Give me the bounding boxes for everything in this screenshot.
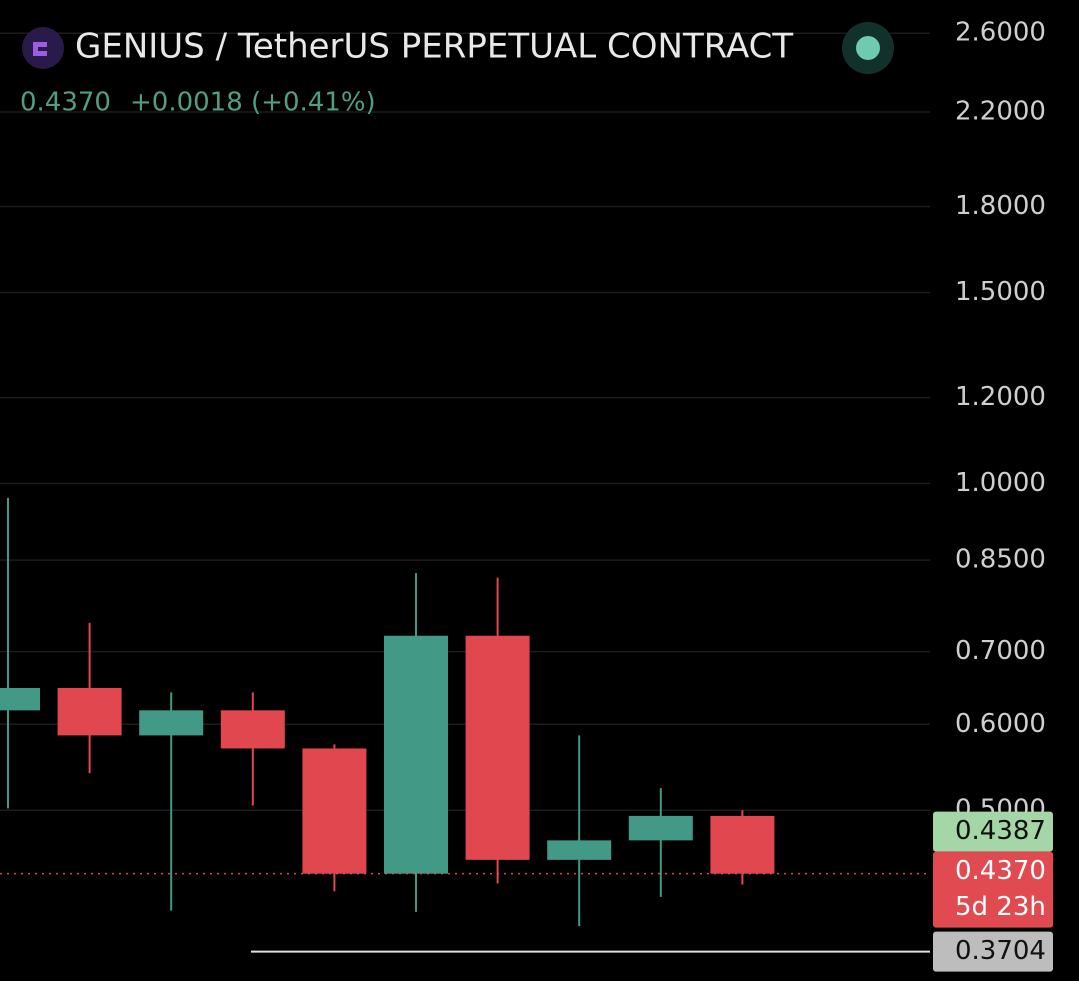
- symbol-icon: [22, 27, 64, 69]
- candle-body: [0, 688, 40, 711]
- candle-body: [384, 635, 448, 874]
- price-badge: [933, 811, 1053, 852]
- y-tick-label: 1.5000: [955, 277, 1046, 307]
- price-badge: [933, 851, 1053, 928]
- y-tick-label: 0.6000: [955, 709, 1046, 739]
- candle-body: [302, 748, 367, 874]
- chart-title: GENIUS / TetherUS PERPETUAL CONTRACT: [75, 27, 793, 67]
- price-change: +0.0018 (+0.41%): [130, 88, 376, 118]
- price-badge-label: 0.3704: [955, 936, 1046, 966]
- y-tick-label: 2.6000: [955, 18, 1046, 48]
- candle-body: [628, 815, 693, 841]
- price-badge-label: 0.4370: [955, 856, 1046, 886]
- y-tick-label: 0.7000: [955, 636, 1046, 666]
- price-badge: [933, 931, 1053, 972]
- price-badges: 0.4387 0.4370 5d 23h 0.3704: [933, 811, 1053, 972]
- candle-body: [465, 635, 530, 860]
- last-price: 0.4370: [20, 88, 111, 118]
- y-tick-label: 2.2000: [955, 96, 1046, 126]
- y-tick-label: 1.2000: [955, 382, 1046, 412]
- price-badge-label: 0.4387: [955, 816, 1046, 846]
- candle-body: [710, 815, 775, 874]
- symbol-icon-glyph: [33, 42, 47, 56]
- y-tick-label: 1.0000: [955, 468, 1046, 498]
- candle-body: [547, 840, 612, 860]
- countdown-label: 5d 23h: [955, 892, 1046, 922]
- y-tick-label: 0.8500: [955, 545, 1046, 575]
- candle-body: [220, 710, 285, 749]
- candle-body: [57, 688, 122, 736]
- candle-body: [139, 710, 204, 736]
- status-dot: [856, 36, 880, 60]
- y-tick-label: 1.8000: [955, 191, 1046, 221]
